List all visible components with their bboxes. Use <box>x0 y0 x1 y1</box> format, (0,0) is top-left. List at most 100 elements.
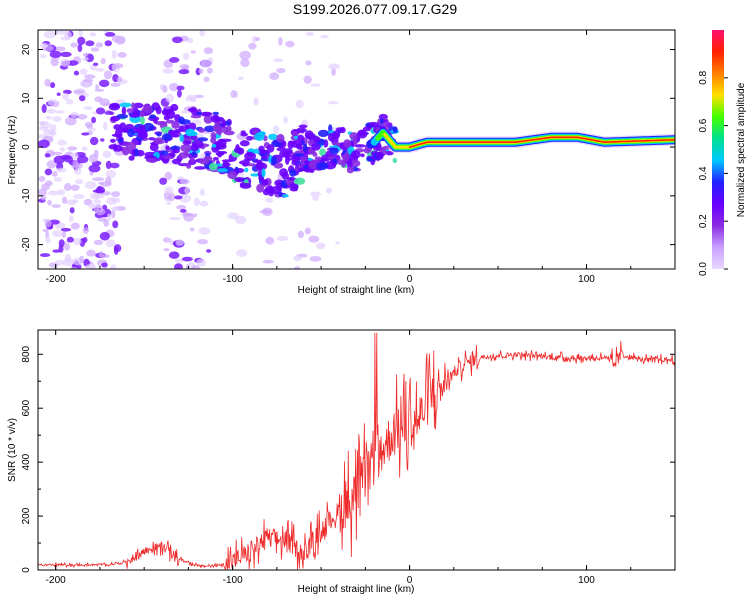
spectrogram-blob <box>111 206 119 212</box>
spectrogram-blob <box>58 239 65 248</box>
spectrogram-blob <box>251 36 258 43</box>
spectrogram-blob <box>80 68 88 75</box>
spectrogram-blob <box>81 132 90 136</box>
spectrogram-blob <box>105 160 112 170</box>
spectrogram-blob <box>203 47 214 55</box>
spectrogram-blob <box>148 137 156 141</box>
spectrogram-blob <box>74 162 81 169</box>
spectrogram-blob <box>343 139 352 149</box>
spectrogram-xlabel: Height of straight line (km) <box>298 285 415 296</box>
spectrogram-blob <box>239 140 250 147</box>
spectrogram-band <box>408 136 675 148</box>
spectrogram-blob <box>171 36 183 44</box>
spectrogram-blob <box>198 68 204 74</box>
colorbar-tick-label: 0.6 <box>698 118 709 132</box>
spectrogram-blob <box>163 248 170 252</box>
spectrogram-blob <box>72 237 82 246</box>
spectrogram-blob <box>111 63 124 69</box>
spectrogram-blob <box>97 217 108 222</box>
spectrogram-blob <box>101 262 108 268</box>
spectrogram-blob <box>362 126 372 132</box>
spectrogram-blob <box>140 116 145 125</box>
spectrogram-blob <box>83 106 93 110</box>
spectrogram-blob <box>240 58 250 68</box>
spectrogram-blob <box>312 195 320 201</box>
spectrogram-blob <box>102 30 110 33</box>
spectrogram-blob <box>261 155 267 160</box>
spectrogram-blob <box>244 151 257 161</box>
spectrogram-blob <box>105 176 112 186</box>
spectrogram-blobs <box>38 30 675 269</box>
spectrogram-blob <box>70 111 79 118</box>
spectrogram-blob <box>70 42 78 48</box>
spectrogram-blob <box>94 88 105 92</box>
spectrogram-blob <box>190 114 202 119</box>
spectrogram-blob <box>56 92 61 96</box>
spectrogram-blob <box>66 236 74 243</box>
spectrogram-blob <box>269 72 280 80</box>
spectrogram-blob <box>99 79 110 88</box>
spectrogram-blob <box>293 177 306 185</box>
spectrogram-blob <box>54 46 66 52</box>
spectrogram-blob <box>119 102 132 108</box>
spectrogram-blob <box>331 130 341 140</box>
spectrogram-blob <box>185 128 196 137</box>
spectrogram-blob <box>145 157 158 163</box>
spectrogram-blob <box>95 107 106 115</box>
spectrogram-blob <box>70 152 79 160</box>
spectrogram-blob <box>153 118 158 124</box>
spectrogram-blob <box>285 40 295 48</box>
spectrogram-blob <box>303 164 308 170</box>
spectrogram-blob <box>330 147 339 155</box>
spectrogram-blob <box>271 156 278 166</box>
spectrogram-blob <box>191 265 201 269</box>
spectrogram-blob <box>51 151 63 155</box>
spectrogram-blob <box>128 155 135 161</box>
spectrogram-blob <box>98 251 104 258</box>
spectrogram-blob <box>293 135 299 140</box>
spectrogram-blob <box>169 82 179 92</box>
spectrogram-blob <box>55 110 65 114</box>
spectrogram-blob <box>262 259 274 264</box>
spectrogram-blob <box>279 168 288 177</box>
spectrogram-blob <box>110 82 121 87</box>
spectrogram-blob <box>320 34 329 39</box>
spectrogram-blob <box>208 162 218 171</box>
spectrogram-blob <box>51 204 61 208</box>
spectrogram-blob <box>112 220 119 229</box>
spectrogram-blob <box>283 116 288 124</box>
spectrogram-blob <box>166 201 171 206</box>
spectrogram-blob <box>60 36 71 41</box>
spectrogram-blob <box>95 67 105 72</box>
spectrogram-blob <box>368 121 380 128</box>
spectrogram-blob <box>70 222 80 230</box>
spectrogram-blob <box>285 179 291 186</box>
spectrogram-blob <box>60 227 72 232</box>
spectrogram-blob <box>116 113 129 119</box>
spectrogram-blob <box>257 131 266 136</box>
spectrogram-blob <box>64 253 71 263</box>
spectrogram-blob <box>213 116 225 122</box>
spectrogram-blob <box>48 262 59 268</box>
spectrogram-blob <box>47 98 58 106</box>
spectrogram-blob <box>138 124 146 134</box>
spectrogram-blob <box>317 129 329 138</box>
spectrogram-blob <box>44 219 52 228</box>
spectrogram-blob <box>303 75 312 84</box>
spectrogram-blob <box>156 132 162 137</box>
colorbar-tick-label: 0.2 <box>698 214 709 228</box>
spectrogram-blob <box>100 57 106 65</box>
spectrogram-blob <box>117 52 127 58</box>
spectrogram-blob <box>94 96 103 103</box>
spectrogram-blob <box>328 100 339 105</box>
spectrogram-blob <box>95 208 106 216</box>
spectrogram-blob <box>164 171 173 181</box>
spectrogram-blob <box>56 189 66 196</box>
spectrogram-blob <box>328 156 335 160</box>
spectrogram-blob <box>294 167 299 172</box>
spectrogram-blob <box>278 36 283 46</box>
spectrogram-blob <box>102 102 111 106</box>
spectrogram-blob <box>234 177 244 183</box>
